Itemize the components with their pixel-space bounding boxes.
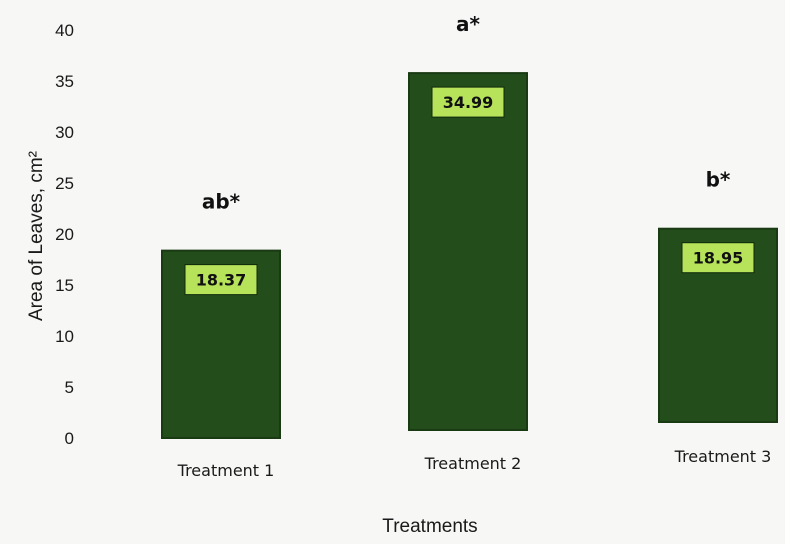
data-label-box xyxy=(681,242,755,274)
data-label-box xyxy=(431,86,505,118)
x-tick-label: Treatment 2 xyxy=(424,454,522,473)
y-axis-title: Area of Leaves, cm² xyxy=(26,151,47,321)
x-axis-title: Treatments xyxy=(382,516,477,537)
y-tick-label: 35 xyxy=(55,72,74,91)
data-label: 18.37 xyxy=(196,271,247,290)
data-label: 18.95 xyxy=(693,249,744,268)
significance-label: b* xyxy=(706,168,731,192)
y-tick-label: 10 xyxy=(55,327,74,346)
y-tick-label: 25 xyxy=(55,174,74,193)
y-tick-label: 15 xyxy=(55,276,74,295)
significance-label: a* xyxy=(456,12,480,36)
y-tick-label: 0 xyxy=(65,429,74,448)
bar xyxy=(408,72,528,432)
data-label: 34.99 xyxy=(443,93,494,112)
x-tick-label: Treatment 3 xyxy=(674,447,772,466)
x-axis: Treatment 1 Treatment 2 Treatment 3 xyxy=(177,447,772,480)
y-tick-label: 20 xyxy=(55,225,74,244)
y-tick-label: 30 xyxy=(55,123,74,142)
y-tick-label: 5 xyxy=(65,378,74,397)
data-label-box xyxy=(184,264,258,296)
y-tick-label: 40 xyxy=(55,21,74,40)
x-tick-label: Treatment 1 xyxy=(177,461,275,480)
significance-label: ab* xyxy=(202,190,241,214)
y-axis: 0 5 10 15 20 25 30 35 40 xyxy=(55,21,74,448)
bars: 18.37 ab* 34.99 a* 18.95 b* xyxy=(161,12,778,439)
